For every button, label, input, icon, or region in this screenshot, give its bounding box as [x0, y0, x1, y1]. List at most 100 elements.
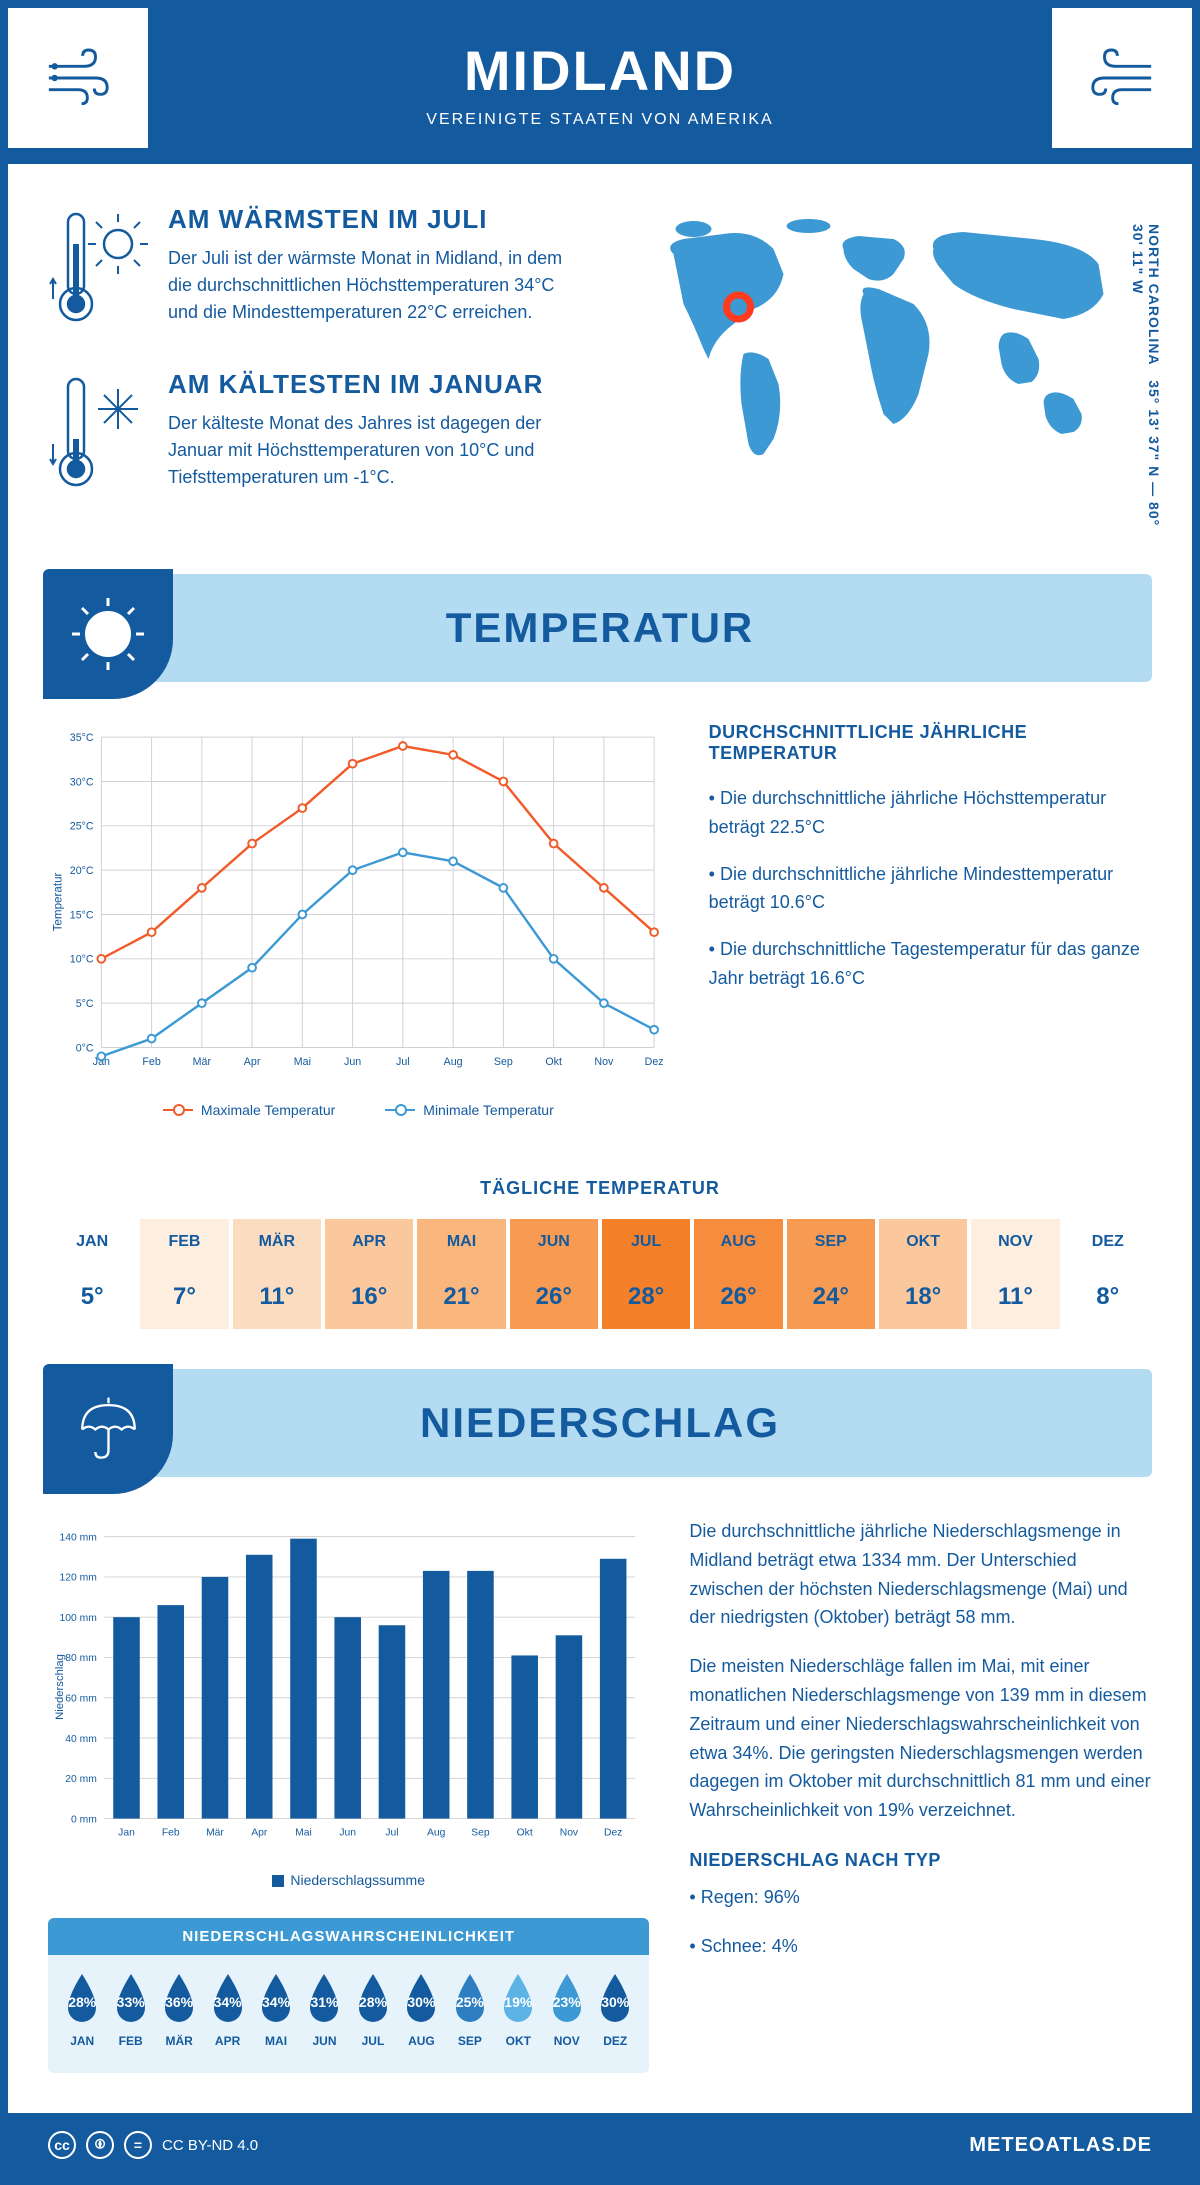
svg-text:120 mm: 120 mm [60, 1573, 97, 1584]
temperature-info-title: DURCHSCHNITTLICHE JÄHRLICHE TEMPERATUR [709, 722, 1152, 764]
sun-icon [43, 569, 173, 699]
month-cell: FEB7° [140, 1219, 232, 1329]
svg-text:Sep: Sep [494, 1056, 513, 1068]
svg-text:Feb: Feb [142, 1056, 160, 1068]
svg-text:20 mm: 20 mm [65, 1774, 97, 1785]
month-cell: JUN26° [510, 1219, 602, 1329]
cc-icon: cc [48, 2131, 76, 2159]
daily-temperature-title: TÄGLICHE TEMPERATUR [8, 1178, 1192, 1199]
temperature-content: 0°C5°C10°C15°C20°C25°C30°C35°CJanFebMärA… [8, 682, 1192, 1158]
svg-text:Jun: Jun [344, 1056, 361, 1068]
svg-text:60 mm: 60 mm [65, 1693, 97, 1704]
svg-text:100 mm: 100 mm [60, 1613, 97, 1624]
coordinates: NORTH CAROLINA 35° 13' 37" N — 80° 30' 1… [1130, 224, 1162, 534]
nd-icon: = [124, 2131, 152, 2159]
svg-text:0 mm: 0 mm [71, 1814, 97, 1825]
coldest-title: AM KÄLTESTEN IM JANUAR [168, 369, 585, 400]
precip-type-title: NIEDERSCHLAG NACH TYP [689, 1850, 1152, 1871]
month-cell: MAI21° [417, 1219, 509, 1329]
country-subtitle: VEREINIGTE STAATEN VON AMERIKA [28, 111, 1172, 129]
warmest-block: AM WÄRMSTEN IM JULI Der Juli ist der wär… [48, 204, 585, 334]
precip-type-0: • Regen: 96% [689, 1883, 1152, 1912]
svg-text:Jun: Jun [339, 1827, 356, 1838]
svg-text:Mär: Mär [206, 1827, 224, 1838]
intro-section: AM WÄRMSTEN IM JULI Der Juli ist der wär… [8, 164, 1192, 574]
svg-text:25°C: 25°C [70, 821, 94, 833]
svg-text:Temperatur: Temperatur [52, 872, 65, 931]
svg-text:Dez: Dez [645, 1056, 664, 1068]
precip-text-1: Die durchschnittliche jährliche Niedersc… [689, 1517, 1152, 1632]
warmest-description: Der Juli ist der wärmste Monat in Midlan… [168, 245, 585, 326]
svg-text:Jan: Jan [118, 1827, 135, 1838]
footer-license: cc 🅯 = CC BY-ND 4.0 [48, 2131, 258, 2159]
probability-drop: 33%FEB [106, 1970, 154, 2048]
svg-text:10°C: 10°C [70, 954, 94, 966]
daily-temperature-grid: JAN5°FEB7°MÄR11°APR16°MAI21°JUN26°JUL28°… [48, 1219, 1152, 1329]
svg-text:Niederschlag: Niederschlag [54, 1654, 66, 1720]
footer: cc 🅯 = CC BY-ND 4.0 METEOATLAS.DE [8, 2113, 1192, 2177]
month-cell: NOV11° [971, 1219, 1063, 1329]
coldest-description: Der kälteste Monat des Jahres ist dagege… [168, 410, 585, 491]
svg-text:20°C: 20°C [70, 865, 94, 877]
probability-drop: 25%SEP [446, 1970, 494, 2048]
temperature-chart-area: 0°C5°C10°C15°C20°C25°C30°C35°CJanFebMärA… [48, 722, 669, 1118]
header-decoration-left [8, 8, 148, 148]
month-cell: OKT18° [879, 1219, 971, 1329]
month-cell: MÄR11° [233, 1219, 325, 1329]
temperature-legend: .legend-item:nth-child(1) .legend-swatch… [48, 1102, 669, 1118]
by-icon: 🅯 [86, 2131, 114, 2159]
precipitation-bar-chart: 0 mm20 mm40 mm60 mm80 mm100 mm120 mm140 … [48, 1517, 649, 1857]
wind-icon [43, 43, 113, 113]
svg-text:30°C: 30°C [70, 776, 94, 788]
svg-text:15°C: 15°C [70, 909, 94, 921]
svg-text:Nov: Nov [594, 1056, 614, 1068]
month-cell: AUG26° [694, 1219, 786, 1329]
svg-text:Sep: Sep [471, 1827, 490, 1838]
warmest-title: AM WÄRMSTEN IM JULI [168, 204, 585, 235]
temp-bullet-1: • Die durchschnittliche jährliche Mindes… [709, 860, 1152, 918]
precipitation-right: Die durchschnittliche jährliche Niedersc… [689, 1517, 1152, 2073]
warmest-text: AM WÄRMSTEN IM JULI Der Juli ist der wär… [168, 204, 585, 334]
world-map [615, 204, 1152, 484]
svg-text:Mär: Mär [193, 1056, 212, 1068]
region-label: NORTH CAROLINA [1146, 224, 1162, 366]
city-title: MIDLAND [28, 38, 1172, 103]
svg-text:Okt: Okt [545, 1056, 562, 1068]
svg-text:Dez: Dez [604, 1827, 622, 1838]
intro-right: NORTH CAROLINA 35° 13' 37" N — 80° 30' 1… [615, 204, 1152, 534]
precip-text-2: Die meisten Niederschläge fallen im Mai,… [689, 1652, 1152, 1825]
svg-text:Jul: Jul [385, 1827, 398, 1838]
precip-type-1: • Schnee: 4% [689, 1932, 1152, 1961]
wind-icon [1087, 43, 1157, 113]
footer-site: METEOATLAS.DE [969, 2134, 1152, 2157]
svg-text:Mai: Mai [294, 1056, 311, 1068]
precipitation-content: 0 mm20 mm40 mm60 mm80 mm100 mm120 mm140 … [8, 1477, 1192, 2113]
thermometer-cold-icon [48, 369, 148, 499]
probability-drop: 30%AUG [397, 1970, 445, 2048]
svg-text:Feb: Feb [162, 1827, 180, 1838]
thermometer-hot-icon [48, 204, 148, 334]
header-decoration-right [1052, 8, 1192, 148]
header: MIDLAND VEREINIGTE STAATEN VON AMERIKA [8, 8, 1192, 164]
probability-drops: 28%JAN33%FEB36%MÄR34%APR34%MAI31%JUN28%J… [48, 1955, 649, 2053]
legend-min-label: Minimale Temperatur [423, 1102, 553, 1118]
probability-drop: 23%NOV [543, 1970, 591, 2048]
legend-max-label: Maximale Temperatur [201, 1102, 335, 1118]
probability-drop: 36%MÄR [155, 1970, 203, 2048]
precipitation-banner: NIEDERSCHLAG [48, 1369, 1152, 1477]
legend-max: .legend-item:nth-child(1) .legend-swatch… [163, 1102, 335, 1118]
precipitation-title: NIEDERSCHLAG [78, 1399, 1122, 1447]
page: MIDLAND VEREINIGTE STAATEN VON AMERIKA A… [0, 0, 1200, 2185]
svg-text:Mai: Mai [295, 1827, 312, 1838]
temperature-info: DURCHSCHNITTLICHE JÄHRLICHE TEMPERATUR •… [709, 722, 1152, 1118]
svg-text:Apr: Apr [251, 1827, 268, 1838]
probability-box: NIEDERSCHLAGSWAHRSCHEINLICHKEIT 28%JAN33… [48, 1918, 649, 2073]
precipitation-left: 0 mm20 mm40 mm60 mm80 mm100 mm120 mm140 … [48, 1517, 649, 2073]
month-cell: JUL28° [602, 1219, 694, 1329]
coldest-text: AM KÄLTESTEN IM JANUAR Der kälteste Mona… [168, 369, 585, 499]
svg-text:Aug: Aug [444, 1056, 463, 1068]
coldest-block: AM KÄLTESTEN IM JANUAR Der kälteste Mona… [48, 369, 585, 499]
probability-drop: 34%APR [203, 1970, 251, 2048]
svg-text:5°C: 5°C [76, 998, 94, 1010]
temp-bullet-2: • Die durchschnittliche Tagestemperatur … [709, 935, 1152, 993]
